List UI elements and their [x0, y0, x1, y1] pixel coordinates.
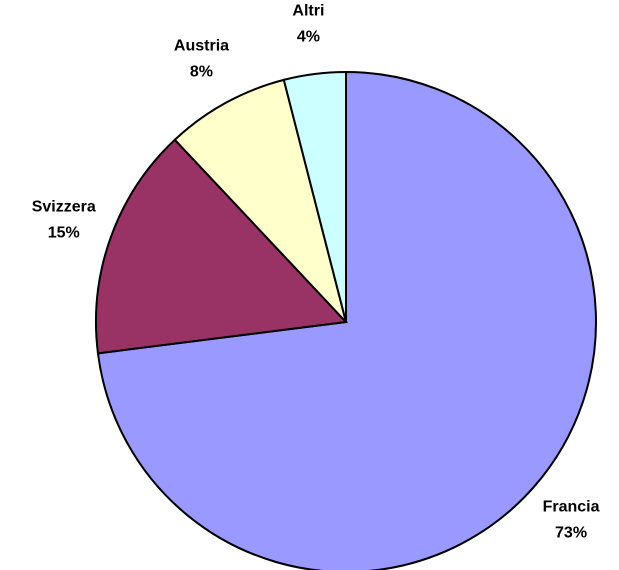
slice-label: Altri — [292, 3, 324, 20]
slice-percent: 8% — [190, 63, 213, 80]
slice-label: Francia — [543, 499, 600, 516]
pie-slice — [282, 70, 347, 323]
slice-label: Svizzera — [32, 199, 96, 216]
pie-slice — [173, 78, 347, 323]
pie-slice — [95, 138, 349, 355]
slice-percent: 4% — [297, 29, 320, 46]
slice-percent: 15% — [48, 225, 80, 242]
slice-percent: 73% — [555, 525, 587, 542]
slice-label: Austria — [174, 37, 229, 54]
